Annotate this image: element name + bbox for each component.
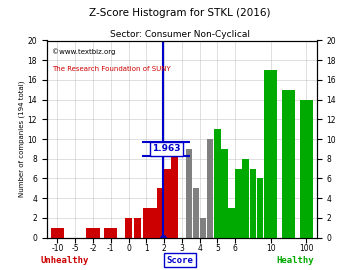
Bar (125, 218, 132, 238)
Text: ©www.textbiz.org: ©www.textbiz.org (52, 48, 116, 55)
Text: Score: Score (167, 256, 193, 265)
Bar (51, 228, 64, 238)
Bar (157, 188, 164, 238)
Bar (235, 168, 242, 238)
Text: Sector: Consumer Non-Cyclical: Sector: Consumer Non-Cyclical (110, 30, 250, 39)
Bar (104, 228, 117, 238)
Text: Z-Score Histogram for STKL (2016): Z-Score Histogram for STKL (2016) (89, 8, 271, 18)
Bar (164, 168, 171, 238)
Bar (86, 228, 99, 238)
Bar (300, 100, 313, 238)
Text: The Research Foundation of SUNY: The Research Foundation of SUNY (52, 66, 171, 72)
Bar (243, 159, 249, 238)
Bar (257, 178, 263, 238)
Text: 1.963: 1.963 (152, 144, 180, 153)
Y-axis label: Number of companies (194 total): Number of companies (194 total) (18, 81, 25, 197)
Bar (134, 218, 141, 238)
Bar (200, 218, 206, 238)
Bar (214, 129, 221, 238)
Bar (221, 149, 228, 238)
Bar (249, 168, 256, 238)
Bar (264, 70, 277, 238)
Bar (143, 208, 149, 238)
Bar (186, 149, 192, 238)
Bar (150, 208, 157, 238)
Bar (193, 188, 199, 238)
Bar (171, 149, 178, 238)
Bar (207, 139, 213, 238)
Text: Healthy: Healthy (276, 256, 314, 265)
Bar (282, 90, 295, 238)
Text: Unhealthy: Unhealthy (41, 256, 89, 265)
Bar (228, 208, 235, 238)
